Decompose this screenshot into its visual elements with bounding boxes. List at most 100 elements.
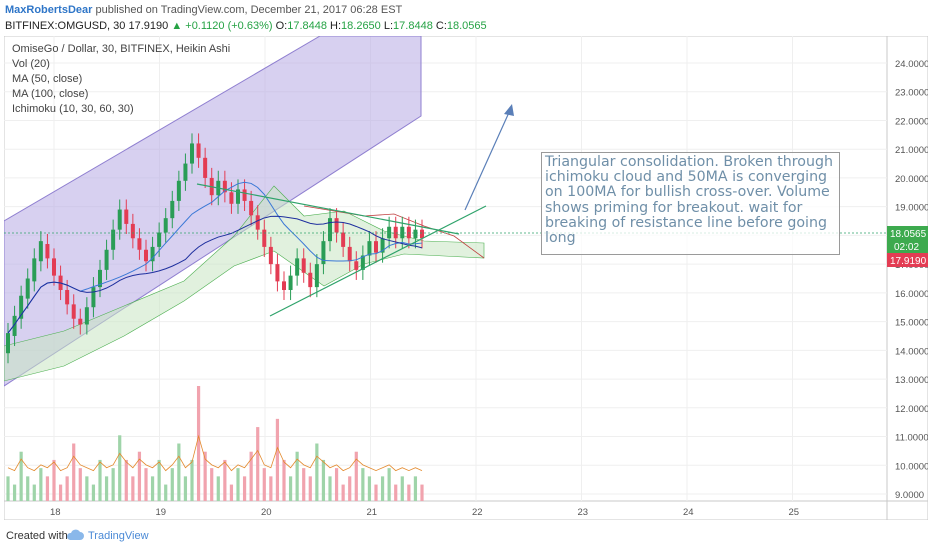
- candle-body: [130, 223, 135, 239]
- y-tick-label: 16.0000: [895, 289, 928, 300]
- volume-bar: [150, 476, 155, 501]
- legend-ma100[interactable]: MA (100, close): [12, 88, 89, 100]
- volume-bar: [262, 468, 266, 501]
- last-price: 17.9190: [128, 20, 169, 32]
- candle-body: [190, 143, 194, 164]
- volume-bar: [144, 468, 148, 501]
- candle-body: [52, 258, 56, 276]
- arrow-head-icon: [504, 104, 514, 116]
- author-link[interactable]: MaxRobertsDear: [5, 4, 93, 16]
- volume-bar: [65, 476, 69, 501]
- candle-body: [71, 304, 76, 319]
- y-tick-label: 10.0000: [895, 461, 928, 472]
- countdown-tag: 02:02: [887, 240, 928, 253]
- resistance-trendline[interactable]: [196, 183, 460, 235]
- publish-line: MaxRobertsDear published on TradingView.…: [5, 2, 925, 18]
- x-tick-label: 21: [367, 507, 378, 518]
- change-value: +0.1120 (+0.63%): [185, 20, 273, 32]
- candle-body: [328, 218, 332, 242]
- volume-bar: [413, 476, 418, 501]
- open-value: 17.8448: [287, 20, 327, 32]
- volume-bar: [6, 476, 10, 501]
- y-tick-label: 9.0000: [895, 490, 924, 501]
- tradingview-brand[interactable]: TradingView: [88, 530, 149, 542]
- publish-info: published on TradingView.com, December 2…: [95, 4, 403, 16]
- volume-bar: [348, 476, 352, 501]
- legend-vol[interactable]: Vol (20): [12, 58, 50, 70]
- y-tick-label: 20.0000: [895, 174, 928, 185]
- candle-body: [84, 307, 89, 325]
- candle-body: [157, 232, 162, 247]
- volume-bar: [190, 459, 194, 501]
- x-tick-label: 19: [156, 507, 167, 518]
- candle-body: [295, 258, 300, 276]
- volume-bar: [269, 476, 273, 501]
- candle-body: [288, 275, 293, 290]
- low-label: L:: [383, 20, 394, 32]
- volume-bar: [58, 484, 63, 501]
- x-tick-label: 18: [50, 507, 61, 518]
- candle-body: [124, 209, 129, 224]
- candle-body: [420, 229, 424, 239]
- y-tick-label: 21.0000: [895, 145, 928, 156]
- candle-body: [176, 180, 181, 201]
- candle-body: [98, 269, 102, 288]
- price-chart[interactable]: 9.0000 10.0000 11.0000 12.0000 13.0000 14.000…: [4, 36, 928, 520]
- volume-bar: [104, 476, 109, 501]
- candle-body: [222, 180, 227, 193]
- ichimoku-cloud: [4, 185, 485, 382]
- candle-body: [360, 255, 365, 270]
- created-with-label: Created with: [6, 530, 68, 542]
- volume-bar: [78, 468, 82, 501]
- candle-body: [170, 200, 175, 219]
- legend-title[interactable]: OmiseGo / Dollar, 30, BITFINEX, Heikin A…: [12, 43, 231, 55]
- candle-body: [144, 249, 148, 262]
- annotation-textbox[interactable]: Triangular consolidation. Broken through…: [541, 152, 840, 255]
- volume-bar: [256, 427, 260, 501]
- ma100-line: [7, 215, 423, 334]
- volume-bar: [387, 468, 391, 501]
- price-channel[interactable]: [4, 36, 422, 387]
- candle-body: [203, 157, 208, 178]
- volume-bar: [334, 468, 339, 501]
- y-tick-label: 15.0000: [895, 318, 928, 329]
- volume-bar: [203, 451, 207, 501]
- volume-bars: [6, 386, 424, 501]
- candle-body: [91, 287, 96, 308]
- cloud-red-edge: [303, 205, 485, 259]
- volume-bar: [177, 443, 181, 501]
- volume-bar: [328, 476, 332, 501]
- candle-body: [400, 226, 405, 239]
- high-value: 18.2650: [341, 20, 381, 32]
- support-trendline[interactable]: [269, 205, 487, 317]
- indicator-legend: OmiseGo / Dollar, 30, BITFINEX, Heikin A…: [12, 42, 230, 117]
- candle-body: [262, 229, 267, 247]
- target-arrow-line[interactable]: [464, 107, 512, 211]
- candle-body: [334, 218, 339, 233]
- candle-body: [19, 295, 24, 319]
- volume-ma-line: [7, 434, 423, 472]
- x-tick-label: 22: [472, 507, 483, 518]
- time-axis[interactable]: 18 19 20 21 22 23 24 25: [50, 507, 799, 518]
- low-value: 17.8448: [393, 20, 433, 32]
- volume-bar: [302, 468, 306, 501]
- volume-bar: [124, 459, 128, 501]
- x-tick-label: 25: [789, 507, 800, 518]
- chart-header: MaxRobertsDear published on TradingView.…: [5, 2, 925, 38]
- candle-body: [65, 289, 70, 305]
- legend-ma50[interactable]: MA (50, close): [12, 73, 83, 85]
- y-tick-label: 14.0000: [895, 346, 928, 357]
- volume-bar: [72, 443, 76, 501]
- volume-bar: [321, 459, 326, 501]
- y-tick-label: 22.0000: [895, 116, 928, 127]
- volume-bar: [242, 476, 247, 501]
- candle-body: [406, 226, 411, 239]
- volume-bar: [98, 459, 102, 501]
- candle-body: [183, 163, 188, 181]
- volume-bar: [32, 484, 36, 501]
- volume-bar: [131, 476, 135, 501]
- volume-bar: [39, 468, 43, 501]
- candle-body: [137, 238, 142, 250]
- legend-ichimoku[interactable]: Ichimoku (10, 30, 60, 30): [12, 103, 134, 115]
- candle-body: [111, 229, 116, 250]
